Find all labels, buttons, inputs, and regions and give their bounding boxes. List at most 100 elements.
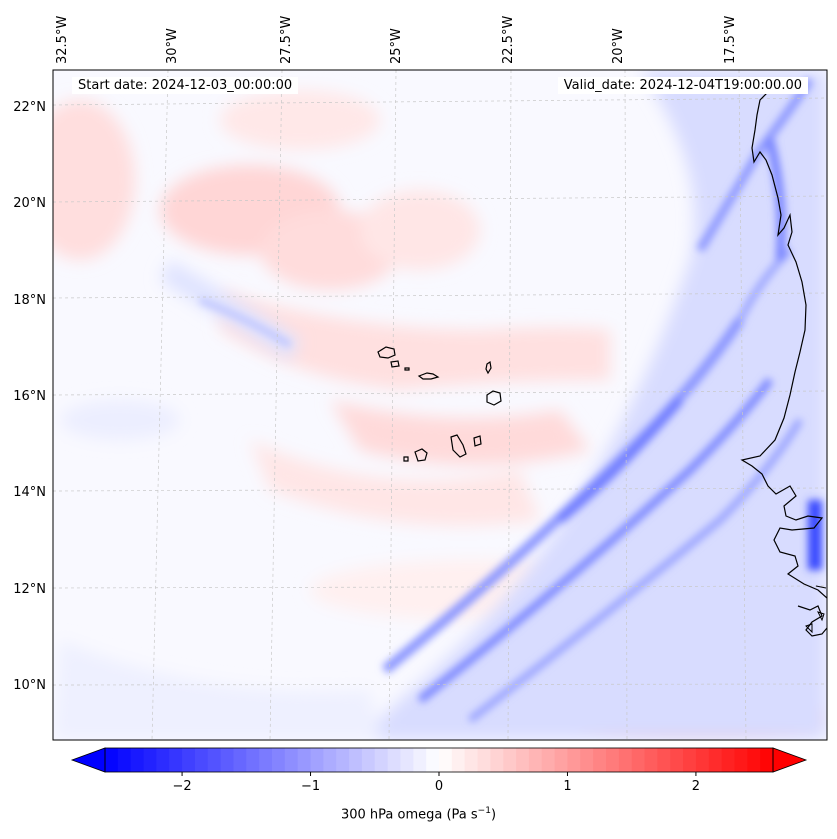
colorbar-segment bbox=[374, 748, 389, 772]
colorbar-tick-label: 0 bbox=[435, 779, 443, 794]
colorbar-segment bbox=[143, 748, 157, 772]
lon-tick-label: 22.5°W bbox=[501, 16, 516, 64]
lat-tick-label: 14°N bbox=[13, 485, 46, 500]
island-santa-luzia bbox=[404, 367, 410, 371]
colorbar-segment bbox=[503, 748, 517, 772]
colorbar-segment bbox=[567, 748, 581, 772]
colorbar-field-name: 300 hPa omega bbox=[340, 807, 443, 823]
colorbar-segment bbox=[284, 748, 299, 772]
colorbar-segment bbox=[554, 748, 568, 772]
map-frame bbox=[52, 69, 828, 741]
colorbar-segment bbox=[477, 748, 491, 772]
colorbar-segment bbox=[310, 748, 324, 772]
colorbar-segment bbox=[105, 748, 119, 772]
island-maio bbox=[473, 435, 482, 447]
colorbar-segment bbox=[233, 748, 247, 772]
lat-tick-label: 20°N bbox=[13, 196, 46, 211]
colorbar-segment bbox=[246, 748, 260, 772]
colorbar-tick-label: 1 bbox=[563, 779, 571, 794]
colorbar-tick-label: −2 bbox=[172, 779, 191, 794]
colorbar-segment bbox=[580, 748, 594, 772]
lat-tick-label: 12°N bbox=[13, 582, 46, 597]
colorbar-segment bbox=[721, 748, 735, 772]
colorbar-segment bbox=[297, 748, 312, 772]
island-sal bbox=[485, 360, 492, 375]
colorbar-segment bbox=[606, 748, 620, 772]
coast-island-bijagos bbox=[805, 585, 827, 634]
colorbar-label: 300 hPa omega (Pa s−1) bbox=[0, 806, 837, 822]
colorbar-segment bbox=[451, 748, 466, 772]
island-sao-vicente bbox=[390, 360, 400, 368]
omega-negative-bands bbox=[198, 77, 822, 723]
lon-tick-labels: 32.5°W 30°W 27.5°W 25°W 22.5°W 20°W 17.5… bbox=[55, 16, 738, 64]
colorbar-segment bbox=[169, 748, 183, 772]
colorbar-segment bbox=[349, 748, 363, 772]
colorbar-segment bbox=[464, 748, 479, 772]
island-boa-vista bbox=[486, 390, 502, 406]
lon-tick-label: 17.5°W bbox=[723, 16, 738, 64]
map-panel bbox=[53, 70, 827, 740]
colorbar-tick-label: 2 bbox=[692, 779, 700, 794]
colorbar-segment bbox=[323, 748, 337, 772]
colorbar-tick-label: −1 bbox=[301, 779, 320, 794]
colorbar-ticks: −2 −1 0 1 2 bbox=[172, 772, 700, 794]
colorbar-segment bbox=[117, 748, 132, 772]
colorbar-units-close: ) bbox=[490, 807, 497, 823]
lon-tick-label: 20°W bbox=[611, 28, 626, 64]
colorbar-segment bbox=[336, 748, 350, 772]
colorbar-segment bbox=[272, 748, 286, 772]
colorbar-segment bbox=[413, 748, 427, 772]
colorbar-segments bbox=[105, 748, 774, 772]
lat-tick-label: 10°N bbox=[13, 678, 46, 693]
colorbar-segment bbox=[400, 748, 414, 772]
colorbar-max-extend-arrow bbox=[772, 747, 808, 773]
colorbar-segment bbox=[490, 748, 504, 772]
colorbar-segment bbox=[657, 748, 671, 772]
island-santo-antao bbox=[377, 346, 396, 359]
colorbar-segment bbox=[541, 748, 556, 772]
colorbar-segment bbox=[259, 748, 273, 772]
colorbar-segment bbox=[670, 748, 684, 772]
colorbar-segment bbox=[528, 748, 543, 772]
lat-tick-labels: 22°N 20°N 18°N 16°N 14°N 12°N 10°N bbox=[13, 100, 46, 693]
lon-tick-label: 25°W bbox=[389, 28, 404, 64]
lon-tick-label: 32.5°W bbox=[55, 16, 70, 64]
valid-date-label: Valid_date: 2024-12-04T19:00:00.00 bbox=[557, 77, 808, 94]
lon-tick-label: 27.5°W bbox=[279, 16, 294, 64]
colorbar-units-base: (Pa s bbox=[446, 807, 478, 823]
colorbar-segment bbox=[361, 748, 376, 772]
colorbar-segment bbox=[618, 748, 633, 772]
island-santiago bbox=[450, 434, 467, 458]
start-date-label: Start date: 2024-12-03_00:00:00 bbox=[72, 77, 299, 94]
cape-verde-islands bbox=[377, 346, 502, 462]
lon-tick-label: 30°W bbox=[165, 28, 180, 64]
colorbar-segment bbox=[156, 748, 170, 772]
colorbar-segment bbox=[695, 748, 710, 772]
colorbar-segment bbox=[220, 748, 234, 772]
colorbar-segment bbox=[516, 748, 530, 772]
colorbar-segment bbox=[130, 748, 145, 772]
island-fogo bbox=[414, 448, 428, 462]
african-coastline bbox=[740, 81, 827, 637]
colorbar-segment bbox=[439, 748, 453, 772]
colorbar-segment bbox=[426, 748, 440, 772]
island-brava bbox=[403, 456, 409, 462]
colorbar-segment bbox=[182, 748, 196, 772]
colorbar-segment bbox=[387, 748, 401, 772]
colorbar: −2 −1 0 1 2 bbox=[70, 747, 808, 794]
graticule bbox=[53, 70, 827, 740]
colorbar-min-extend-arrow bbox=[70, 747, 106, 773]
colorbar-segment bbox=[207, 748, 222, 772]
colorbar-segment bbox=[760, 748, 774, 772]
lat-tick-label: 16°N bbox=[13, 389, 46, 404]
colorbar-segment bbox=[747, 748, 761, 772]
colorbar-segment bbox=[683, 748, 697, 772]
lat-tick-label: 18°N bbox=[13, 293, 46, 308]
colorbar-segment bbox=[194, 748, 209, 772]
island-sao-nicolau bbox=[417, 372, 440, 380]
colorbar-units-exponent: −1 bbox=[477, 806, 491, 816]
colorbar-segment bbox=[708, 748, 723, 772]
colorbar-segment bbox=[631, 748, 646, 772]
colorbar-segment bbox=[734, 748, 748, 772]
